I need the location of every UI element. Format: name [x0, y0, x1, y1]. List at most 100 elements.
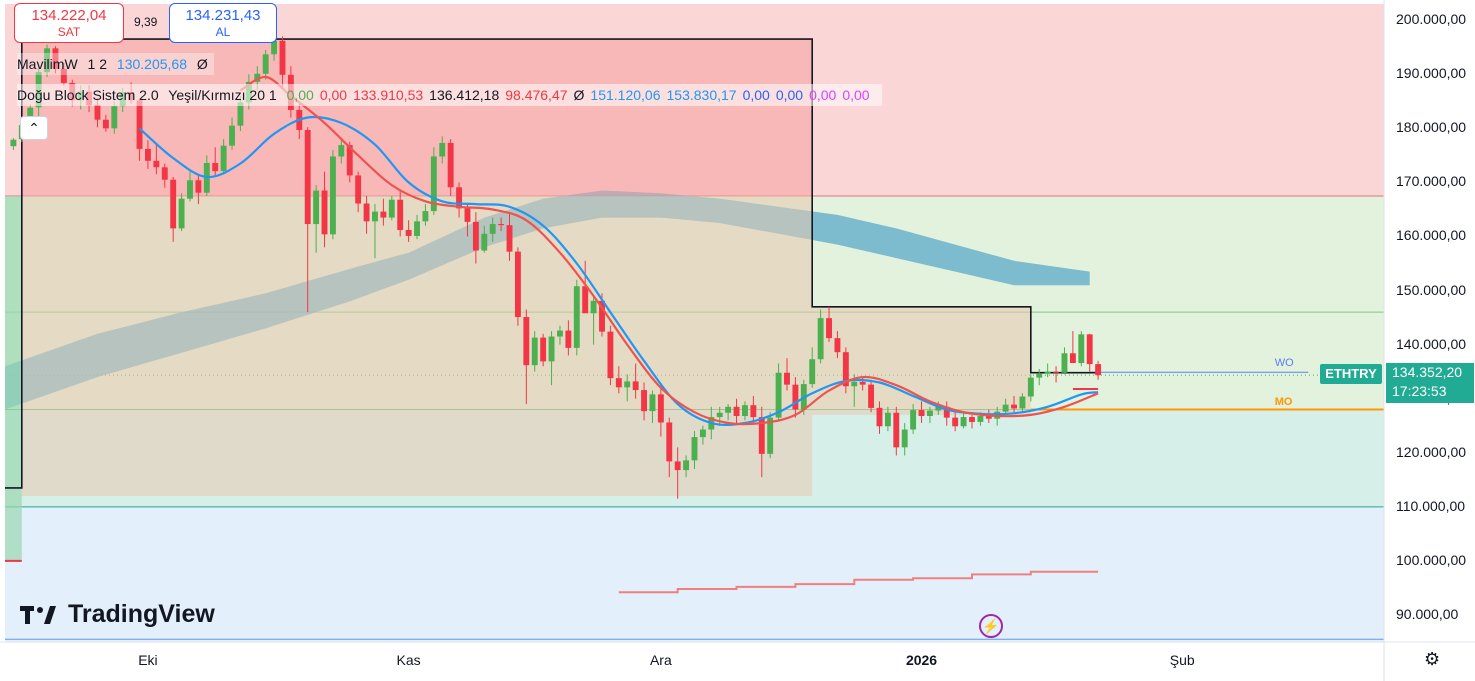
candle-body	[540, 337, 547, 362]
candle-body	[195, 180, 202, 193]
candle-body	[699, 429, 706, 438]
candle-body	[44, 48, 50, 73]
spread-value: 9,39	[134, 15, 158, 29]
indicator-value: 0,00	[775, 87, 804, 103]
candle-body	[758, 417, 765, 454]
candle-body	[952, 417, 959, 427]
indicator-values: 0,00 0,00 133.910,53 136.412,18 98.476,47 Ø 15…	[287, 87, 876, 103]
price-tick-label: 90.000,00	[1396, 605, 1459, 622]
ma-layer	[138, 75, 1099, 426]
candle-body	[380, 211, 387, 218]
candle-body	[355, 175, 362, 204]
sell-button[interactable]: 134.222,04 SAT	[14, 3, 124, 43]
candle-body	[977, 415, 984, 422]
candle-body	[430, 156, 437, 212]
lightning-icon[interactable]: ⚡	[979, 614, 1003, 638]
indicator-params: 1 2	[87, 56, 108, 72]
indicator-extra: Ø	[196, 56, 208, 72]
candle-body	[1069, 353, 1076, 364]
indicator-params: Yeşil/Kırmızı 20 1	[168, 87, 277, 103]
candle-body	[599, 300, 605, 332]
candle-body	[624, 381, 631, 388]
indicator-value: 136.412,18	[429, 87, 500, 103]
time-tick-label: Kas	[396, 652, 421, 668]
candle-body	[985, 415, 992, 419]
candle-body	[523, 317, 530, 366]
settings-gear-icon[interactable]: ⚙	[1424, 649, 1441, 669]
candle-body	[10, 139, 17, 147]
time-tick-label: Ara	[649, 652, 672, 668]
candle-body	[187, 180, 193, 199]
indicator-name: MavilimW	[17, 56, 78, 72]
chevron-up-icon[interactable]: ⌃	[20, 116, 48, 140]
candle-body	[363, 203, 370, 222]
candle-body	[666, 422, 673, 462]
candle-body	[742, 405, 748, 416]
candle-body	[918, 410, 925, 416]
tan-box	[21, 195, 813, 497]
indicator-value: 98.476,47	[505, 87, 568, 103]
green-column	[5, 195, 22, 561]
candle-body	[178, 198, 185, 229]
candle-body	[1027, 377, 1034, 397]
candle-body	[775, 372, 782, 418]
candle-body	[901, 429, 908, 448]
candle-body	[1095, 364, 1102, 376]
tradingview-logo[interactable]: TradingView	[20, 600, 215, 629]
candle-body	[750, 405, 757, 418]
candle-body	[767, 417, 774, 454]
candle-body	[94, 105, 101, 120]
buy-label: AL	[215, 25, 231, 39]
legend-dogu-block[interactable]: Doğu Block Sistem 2.0 Yeşil/Kırmızı 20 1…	[17, 84, 882, 106]
candle-body	[926, 410, 933, 416]
candle-body	[170, 179, 177, 229]
indicator-value: 0,00	[842, 87, 870, 103]
mo-level-label: MO	[1274, 395, 1293, 408]
candle-body	[1078, 334, 1085, 364]
candle-body	[464, 208, 471, 222]
candle-body	[910, 410, 917, 430]
candle-body	[649, 394, 656, 412]
candle-body	[632, 381, 639, 391]
time-tick-label: Eki	[138, 652, 158, 668]
candle-body	[388, 199, 395, 218]
candle-body	[582, 286, 589, 314]
candle-body	[868, 384, 875, 408]
current-price: 134.352,20	[1392, 364, 1463, 380]
candle-body	[254, 73, 261, 82]
legend-mavilim[interactable]: MavilimW 1 2 130.205,68 Ø	[17, 53, 214, 75]
indicator-name: Doğu Block Sistem 2.0	[17, 87, 159, 103]
candle-body	[674, 461, 681, 471]
indicator-value: 151.120,06	[590, 87, 661, 103]
red-ma-line	[239, 75, 1099, 426]
mavilim-line	[138, 115, 1099, 426]
candle-body	[506, 225, 513, 252]
price-tick-label: 170.000,00	[1396, 173, 1467, 190]
candle-body	[1002, 404, 1009, 412]
candle-body	[212, 162, 219, 172]
candle-body	[1061, 353, 1068, 373]
candle-body	[691, 437, 698, 461]
buy-button[interactable]: 134.231,43 AL	[169, 3, 277, 43]
candle-body	[229, 125, 235, 146]
candle-body	[456, 187, 463, 209]
candle-body	[161, 167, 168, 180]
candle-body	[969, 417, 975, 422]
candle-body	[514, 251, 521, 318]
price-tick-label: 200.000,00	[1396, 11, 1467, 28]
candle-body	[565, 330, 572, 348]
candle-body	[615, 378, 622, 388]
candle-body	[414, 221, 420, 236]
candle-body	[876, 407, 883, 427]
indicator-value: 153.830,17	[666, 87, 737, 103]
candle-body	[1053, 371, 1060, 373]
indicator-value: 0,00	[319, 87, 348, 103]
buy-price: 134.231,43	[185, 7, 261, 24]
candle-body	[279, 40, 286, 75]
candle-body	[489, 224, 496, 234]
lower-band-line	[618, 570, 1099, 594]
candle-body	[893, 412, 900, 448]
current-price-tag: 134.352,20 17:23:53	[1386, 363, 1474, 403]
candle-body	[842, 352, 849, 387]
